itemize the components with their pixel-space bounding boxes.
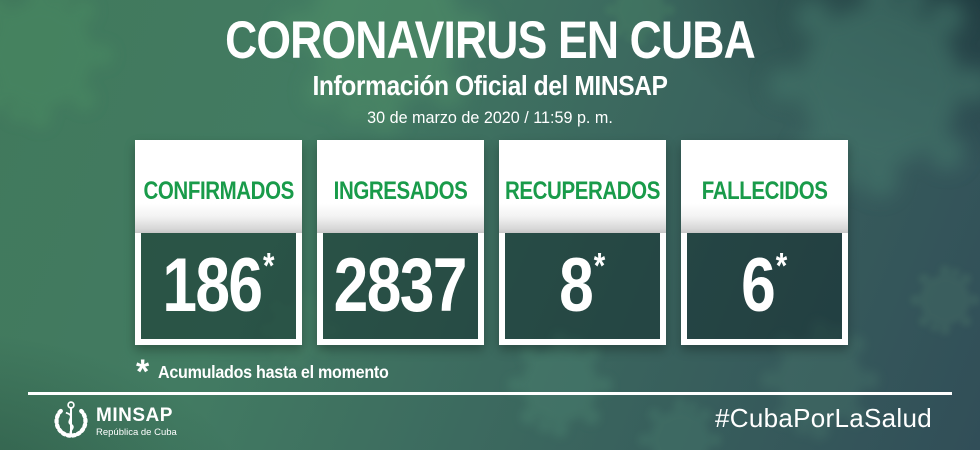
- page-title: CORONAVIRUS EN CUBA: [225, 11, 756, 70]
- stat-card-value: 2837: [333, 243, 468, 329]
- stat-cards-row: CONFIRMADOS 186 * INGRESADOS 2837: [135, 140, 848, 345]
- minsap-logo: MINSAP República de Cuba: [54, 400, 177, 444]
- minsap-logo-text: MINSAP República de Cuba: [96, 404, 177, 438]
- subtitle: Información Oficial del MINSAP: [312, 70, 668, 101]
- stat-card-fallecidos: FALLECIDOS 6 *: [681, 140, 848, 345]
- stat-card-ingresados: INGRESADOS 2837: [317, 140, 484, 345]
- stat-card-label: FALLECIDOS: [701, 177, 828, 205]
- stat-card-header: RECUPERADOS: [499, 140, 666, 233]
- stat-card-value: 6 *: [741, 243, 788, 329]
- footnote-text: Acumulados hasta el momento: [158, 362, 389, 382]
- asterisk-mark: *: [263, 245, 275, 287]
- divider-line: [28, 392, 952, 395]
- minsap-logo-title: MINSAP: [96, 404, 173, 426]
- stat-card-label: RECUPERADOS: [505, 177, 660, 205]
- stat-card-value-panel: 2837: [317, 233, 484, 345]
- stat-card-value: 186 *: [162, 243, 275, 329]
- hashtag: #CubaPorLaSalud: [715, 403, 932, 433]
- stat-card-label: INGRESADOS: [333, 177, 468, 205]
- stat-card-value: 8 *: [559, 243, 606, 329]
- header: CORONAVIRUS EN CUBA Información Oficial …: [0, 14, 980, 128]
- asterisk-mark: *: [594, 245, 606, 287]
- minsap-logo-subtitle: República de Cuba: [96, 426, 177, 438]
- stat-card-confirmados: CONFIRMADOS 186 *: [135, 140, 302, 345]
- stat-card-value-panel: 6 *: [681, 233, 848, 345]
- stat-card-value-panel: 8 *: [499, 233, 666, 345]
- stat-card-header: CONFIRMADOS: [135, 140, 302, 233]
- minsap-emblem-icon: [54, 401, 88, 438]
- stat-card-header: INGRESADOS: [317, 140, 484, 233]
- stat-card-recuperados: RECUPERADOS 8 *: [499, 140, 666, 345]
- stat-card-label: CONFIRMADOS: [143, 177, 294, 205]
- stat-card-value-panel: 186 *: [135, 233, 302, 345]
- asterisk-mark: *: [776, 245, 788, 287]
- footnote: * Acumulados hasta el momento: [136, 355, 409, 389]
- asterisk-mark: *: [136, 353, 150, 391]
- report-date: 30 de marzo de 2020 / 11:59 p. m.: [367, 108, 613, 127]
- stat-card-header: FALLECIDOS: [681, 140, 848, 233]
